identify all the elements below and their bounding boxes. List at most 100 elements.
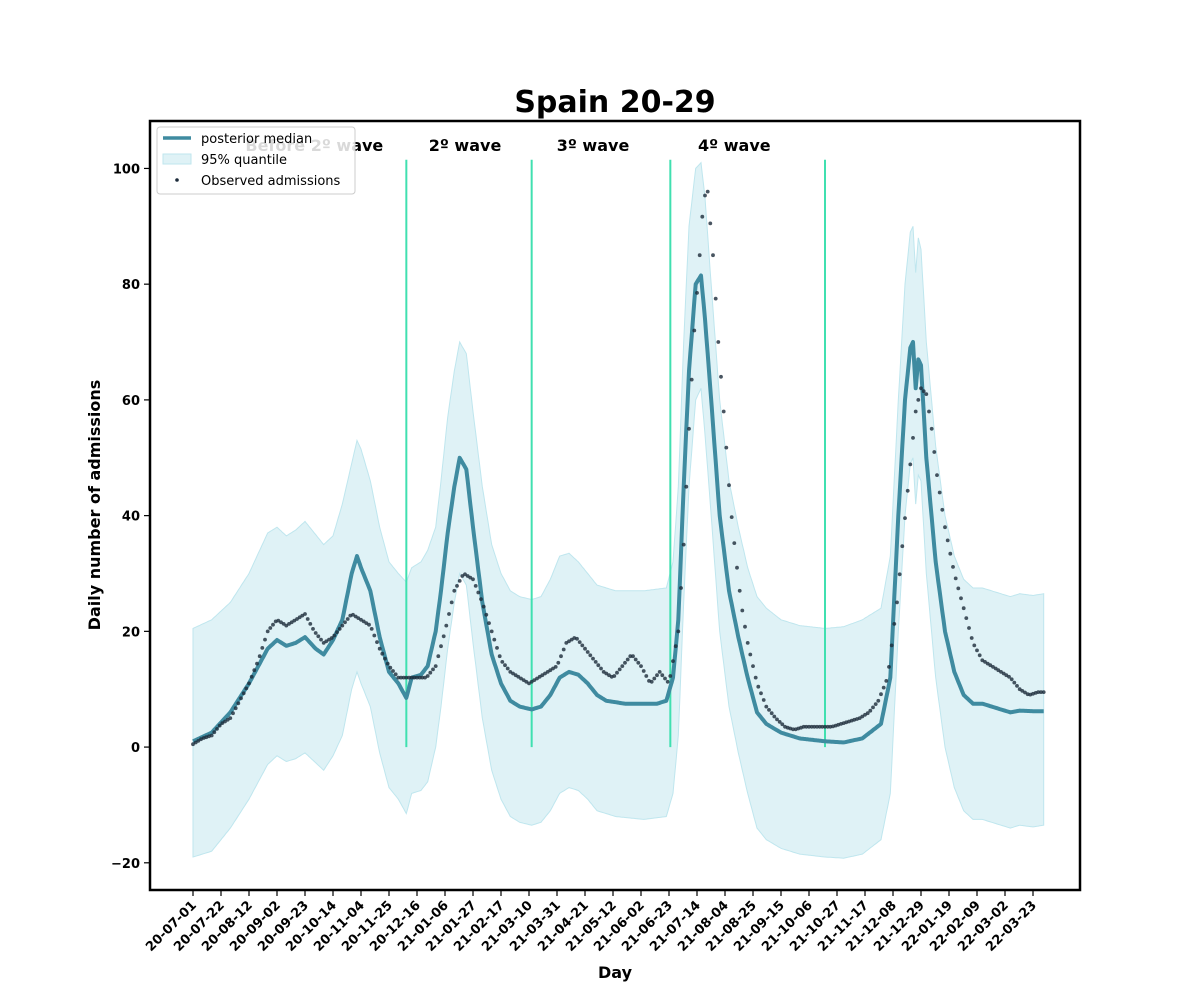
observed-point [217, 723, 222, 728]
observed-point [553, 665, 558, 669]
observed-point [391, 669, 395, 673]
observed-point [455, 584, 459, 588]
observed-point [396, 675, 401, 680]
observed-point [865, 711, 870, 716]
observed-point [935, 473, 939, 477]
observed-point [913, 409, 918, 414]
observed-point [505, 666, 510, 671]
observed-point [471, 577, 475, 582]
observed-point [1015, 684, 1019, 688]
observed-point [889, 643, 894, 648]
observed-point [340, 623, 345, 628]
y-tick-label: 40 [122, 510, 140, 525]
observed-point [764, 704, 769, 709]
observed-point [335, 630, 339, 635]
observed-point [721, 409, 726, 414]
observed-point [516, 674, 521, 679]
observed-point [484, 612, 489, 617]
observed-point [271, 622, 275, 627]
observed-point [439, 644, 443, 649]
observed-point [620, 664, 625, 668]
observed-point [937, 490, 942, 495]
observed-point [908, 462, 913, 467]
observed-point [804, 724, 809, 729]
observed-point [807, 724, 811, 729]
observed-point [567, 639, 571, 644]
observed-point [649, 679, 654, 684]
observed-point [628, 654, 633, 659]
observed-point [623, 660, 627, 665]
observed-point [351, 612, 355, 617]
observed-point [420, 675, 425, 680]
observed-point [761, 698, 766, 702]
legend-band-swatch [162, 153, 192, 165]
observed-point [393, 672, 398, 677]
observed-point [895, 600, 899, 605]
observed-point [977, 653, 982, 658]
observed-point [487, 621, 491, 625]
observed-point [769, 711, 774, 716]
observed-point [249, 674, 254, 679]
observed-point [924, 392, 929, 396]
observed-point [489, 629, 494, 634]
observed-point [887, 665, 891, 669]
observed-point [969, 636, 974, 640]
observed-point [252, 668, 257, 673]
observed-point [492, 637, 497, 642]
observed-point [812, 724, 817, 729]
observed-point [745, 641, 750, 645]
observed-point [540, 673, 545, 678]
observed-point [319, 637, 323, 642]
y-tick-label: 80 [122, 278, 140, 293]
observed-point [940, 507, 945, 512]
observed-point [356, 616, 361, 620]
observed-point [625, 657, 630, 662]
observed-point [748, 652, 753, 657]
observed-point [431, 667, 435, 672]
observed-point [500, 660, 505, 664]
observed-point [615, 670, 619, 675]
observed-point [244, 686, 249, 691]
observed-point [655, 673, 659, 678]
observed-point [345, 617, 350, 621]
observed-point [559, 654, 563, 659]
observed-point [703, 193, 707, 198]
observed-point [511, 671, 515, 676]
observed-point [444, 623, 449, 628]
observed-point [1039, 690, 1043, 694]
observed-point [777, 720, 782, 724]
observed-point [719, 374, 723, 379]
observed-point [951, 565, 955, 569]
observed-point [879, 692, 883, 697]
observed-point [948, 551, 953, 556]
observed-point [1009, 677, 1014, 682]
observed-point [377, 646, 382, 651]
observed-point [815, 724, 819, 729]
legend: posterior median 95% quantile Observed a… [156, 126, 356, 195]
observed-point [809, 724, 814, 729]
observed-point [332, 633, 337, 638]
y-axis: −20 0 20 40 60 80 100 [111, 162, 150, 872]
observed-point [433, 664, 438, 668]
observed-point [604, 671, 609, 676]
observed-point [495, 646, 499, 650]
observed-point [1012, 680, 1017, 685]
observed-point [457, 579, 462, 583]
observed-point [996, 668, 1001, 673]
chart-title: Spain 20-29 [514, 85, 715, 120]
observed-point [535, 676, 539, 681]
y-axis-label: Daily number of admissions [85, 380, 104, 631]
observed-point [679, 586, 683, 590]
observed-point [983, 660, 987, 664]
observed-point [223, 719, 227, 724]
observed-point [575, 636, 579, 641]
observed-point [729, 515, 734, 519]
observed-point [727, 483, 731, 488]
legend-box [156, 126, 356, 195]
observed-point [929, 426, 934, 431]
legend-observed-swatch [175, 178, 179, 182]
observed-point [665, 679, 670, 684]
observed-point [961, 606, 966, 611]
observed-point [255, 661, 259, 666]
